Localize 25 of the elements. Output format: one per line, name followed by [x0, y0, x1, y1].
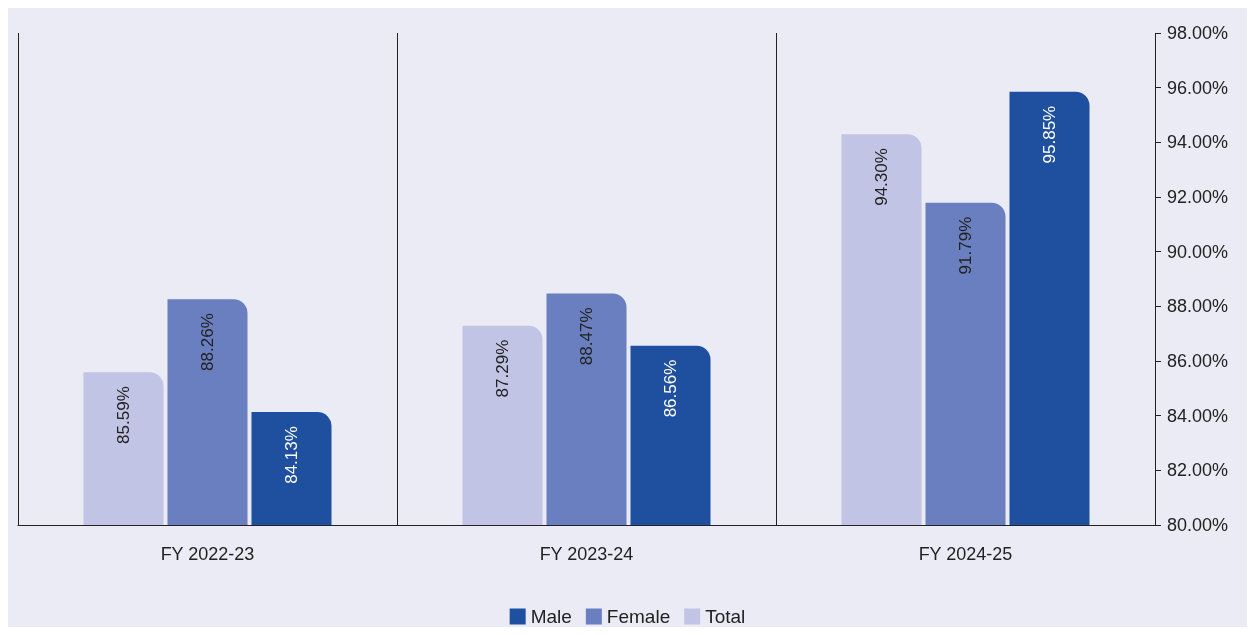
- legend-label: Total: [705, 606, 746, 627]
- y-tick-label: 88.00%: [1167, 296, 1229, 317]
- y-tick-label: 80.00%: [1167, 515, 1229, 535]
- y-tick-label: 90.00%: [1167, 241, 1229, 262]
- legend-label: Male: [530, 606, 572, 627]
- y-tick-label: 84.00%: [1167, 405, 1229, 426]
- data-label: 91.79%: [956, 216, 975, 275]
- x-tick-label: FY 2024-25: [918, 544, 1013, 564]
- data-label: 87.29%: [493, 339, 512, 398]
- y-tick-label: 94.00%: [1167, 132, 1229, 153]
- y-tick-label: 98.00%: [1167, 23, 1229, 43]
- data-label: 95.85%: [1040, 105, 1059, 164]
- legend-label: Female: [606, 606, 671, 627]
- y-tick-label: 96.00%: [1167, 77, 1229, 98]
- data-label: 85.59%: [114, 386, 133, 444]
- data-label: 88.47%: [577, 307, 596, 366]
- y-tick-label: 92.00%: [1167, 187, 1229, 207]
- y-tick-label: 86.00%: [1167, 351, 1229, 371]
- x-tick-label: FY 2022-23: [160, 544, 255, 564]
- y-tick-label: 82.00%: [1167, 460, 1229, 481]
- data-label: 88.26%: [198, 313, 217, 371]
- data-label: 94.30%: [872, 148, 891, 206]
- x-tick-label: FY 2023-24: [539, 544, 634, 564]
- data-label: 84.13%: [282, 426, 301, 484]
- data-label: 86.56%: [661, 359, 680, 418]
